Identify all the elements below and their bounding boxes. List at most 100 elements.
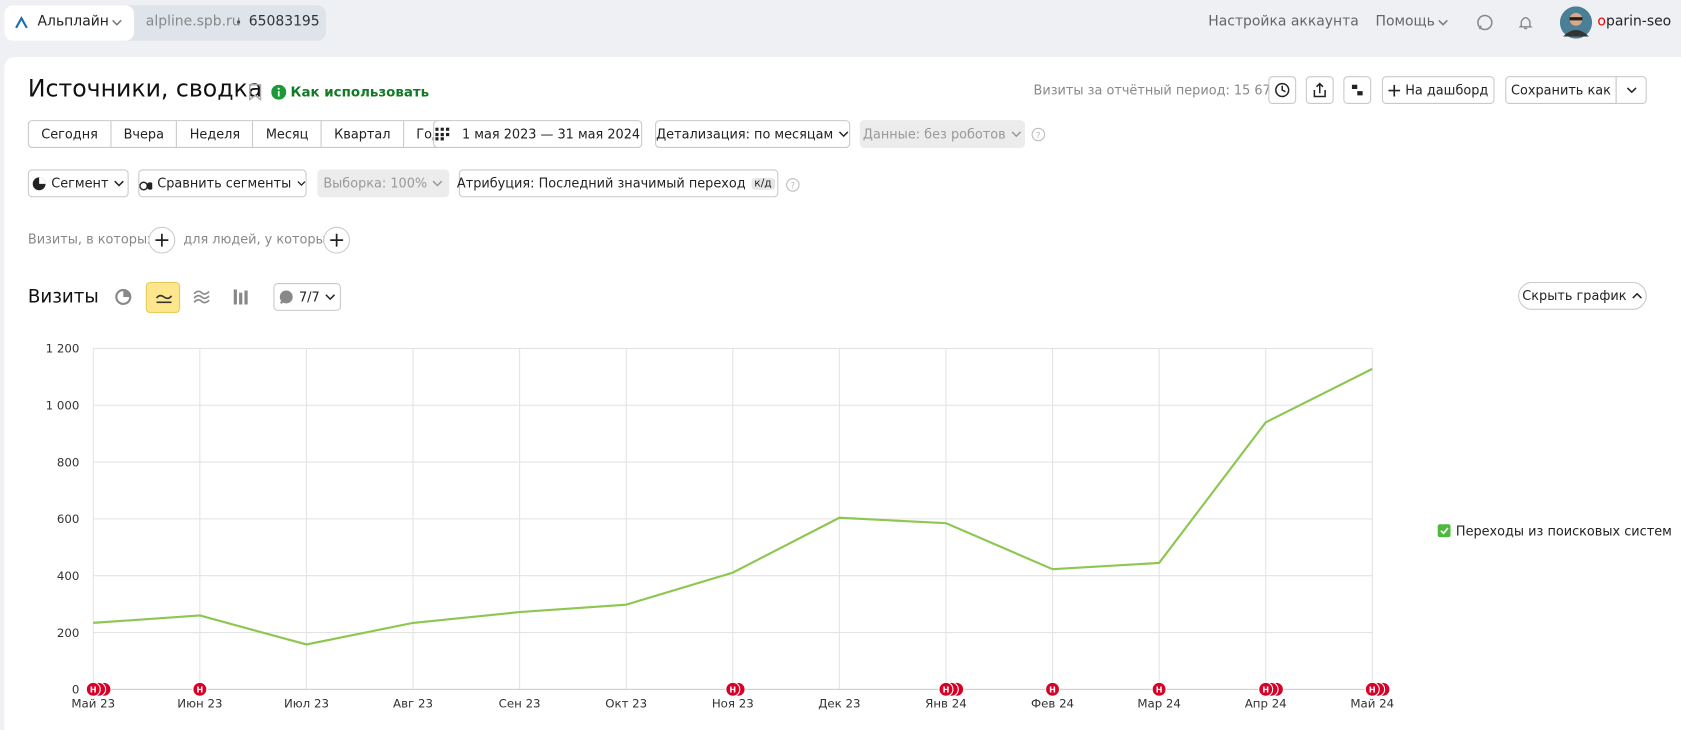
report-card — [4, 56, 1681, 730]
annotation-dot — [938, 681, 954, 697]
help-link[interactable]: Помощь — [1375, 13, 1435, 31]
x-tick-label: Сен 23 — [499, 697, 541, 711]
how-to-use-link[interactable]: Как использовать — [290, 83, 430, 100]
sample-button[interactable]: Выборка: 100% — [317, 169, 450, 198]
y-tick-label: 1 200 — [46, 342, 80, 356]
x-tick-label: Ноя 23 — [712, 697, 754, 711]
export-button[interactable] — [1305, 76, 1334, 104]
logo-icon — [15, 16, 28, 29]
page-title: Источники, сводка — [27, 76, 263, 103]
period-button[interactable]: Вчера — [110, 121, 176, 147]
button-label: Данные: без роботов — [862, 126, 1006, 142]
annotation-dot — [1258, 681, 1274, 697]
y-tick-label: 1 000 — [46, 399, 80, 413]
segment-button[interactable]: Сегмент — [27, 169, 129, 198]
compare-segments-button[interactable]: Сравнить сегменты — [138, 169, 307, 198]
pie-chart-toggle[interactable] — [115, 288, 132, 306]
avatar[interactable] — [1559, 6, 1593, 39]
button-label: На дашборд — [1405, 82, 1489, 98]
x-tick-label: Май 24 — [1350, 697, 1394, 711]
svg-text:?: ? — [1036, 131, 1041, 141]
x-tick-label: Апр 24 — [1245, 697, 1287, 711]
annotation-label: Н — [943, 686, 950, 695]
help-icon[interactable]: ? — [786, 178, 800, 192]
x-tick-label: Мар 24 — [1137, 697, 1181, 711]
annotation-dot — [725, 681, 741, 697]
y-tick-label: 600 — [57, 512, 80, 526]
area-chart-toggle[interactable] — [193, 289, 210, 304]
x-tick-label: Июн 23 — [177, 697, 222, 711]
button-label: Скрыть график — [1522, 288, 1627, 304]
period-button[interactable]: Месяц — [252, 121, 320, 147]
button-label: Сравнить сегменты — [157, 175, 292, 191]
info-icon — [271, 84, 287, 100]
button-label: Выборка: 100% — [323, 175, 428, 191]
button-label: Сегмент — [51, 175, 109, 191]
annotation-marker[interactable]: Н — [1364, 681, 1391, 697]
separator — [236, 20, 241, 24]
button-label: 7/7 — [298, 289, 320, 305]
column-chart-toggle[interactable] — [233, 288, 250, 305]
annotation-marker[interactable]: Н — [192, 681, 208, 697]
attribution-button[interactable]: Атрибуция: Последний значимый переход к/д — [456, 169, 779, 198]
annotation-marker[interactable]: Н — [1151, 681, 1167, 697]
legend-label: Переходы из поисковых систем — [1456, 525, 1672, 540]
button-label: 1 мая 2023 — 31 мая 2024 — [462, 126, 641, 142]
annotation-marker[interactable]: Н — [938, 681, 965, 697]
legend-check — [1440, 527, 1449, 535]
chat-icon[interactable] — [1476, 14, 1493, 31]
date-range-button[interactable]: 1 мая 2023 — 31 мая 2024 — [433, 120, 643, 148]
robots-button[interactable]: Данные: без роботов — [859, 120, 1025, 148]
detail-button[interactable]: Детализация: по месяцам — [655, 120, 851, 148]
annotation-marker[interactable]: Н — [1045, 681, 1061, 697]
annotation-label: Н — [90, 686, 97, 695]
dashboard-button[interactable]: На дашборд — [1381, 76, 1495, 104]
line-series — [93, 367, 1373, 646]
attribution-badge: к/д — [751, 177, 775, 190]
annotations-button[interactable]: 7/7 — [273, 283, 341, 311]
share-button[interactable] — [1343, 76, 1372, 104]
period-button[interactable]: Неделя — [176, 121, 252, 147]
save-menu-button[interactable] — [1615, 76, 1647, 104]
annotation-marker[interactable]: Н — [85, 681, 112, 697]
account-settings-link[interactable]: Настройка аккаунта — [1208, 13, 1359, 31]
period-button[interactable]: Сегодня — [41, 126, 98, 142]
add-visit-filter[interactable] — [148, 226, 176, 254]
chevron — [1438, 19, 1448, 26]
help-icon[interactable]: ? — [1031, 127, 1046, 142]
annotation-marker[interactable]: Н — [725, 681, 746, 697]
save-as-button[interactable]: Сохранить как — [1505, 76, 1617, 104]
bookmark-icon[interactable] — [249, 83, 262, 101]
legend-checkbox[interactable] — [1437, 524, 1451, 538]
y-tick-label: 800 — [57, 455, 80, 469]
x-tick-label: Май 23 — [71, 697, 115, 711]
site-name: alpline.spb.ru — [145, 13, 241, 31]
x-tick-label: Янв 24 — [925, 697, 967, 711]
button-label: Атрибуция: Последний значимый переход — [456, 175, 746, 191]
counter-name: Альплайн — [37, 13, 109, 31]
y-tick-label: 0 — [72, 683, 80, 697]
annotation-label: Н — [729, 686, 736, 695]
annotation-marker[interactable]: Н — [1258, 681, 1284, 697]
user-name[interactable]: oparin-seo — [1597, 13, 1672, 31]
line-chart-toggle[interactable] — [145, 281, 181, 314]
counter-select[interactable] — [4, 5, 135, 41]
y-tick-label: 400 — [57, 569, 80, 583]
people-filter-label: для людей, у которых — [183, 231, 334, 247]
history-button[interactable] — [1268, 76, 1297, 104]
visits-filter-label: Визиты, в которых — [27, 231, 155, 247]
counter-id: 65083195 — [248, 13, 320, 31]
x-tick-label: Дек 23 — [818, 697, 860, 711]
chart-panel-title: Визиты — [27, 286, 99, 308]
button-label: Детализация: по месяцам — [656, 126, 834, 142]
button-label: Сохранить как — [1511, 82, 1611, 98]
bell-icon[interactable] — [1517, 14, 1534, 31]
hide-chart-button[interactable]: Скрыть график — [1518, 281, 1647, 310]
period-button[interactable]: Квартал — [320, 121, 403, 147]
x-tick-label: Авг 23 — [393, 697, 433, 711]
add-people-filter[interactable] — [323, 226, 351, 254]
chevron — [112, 19, 122, 26]
